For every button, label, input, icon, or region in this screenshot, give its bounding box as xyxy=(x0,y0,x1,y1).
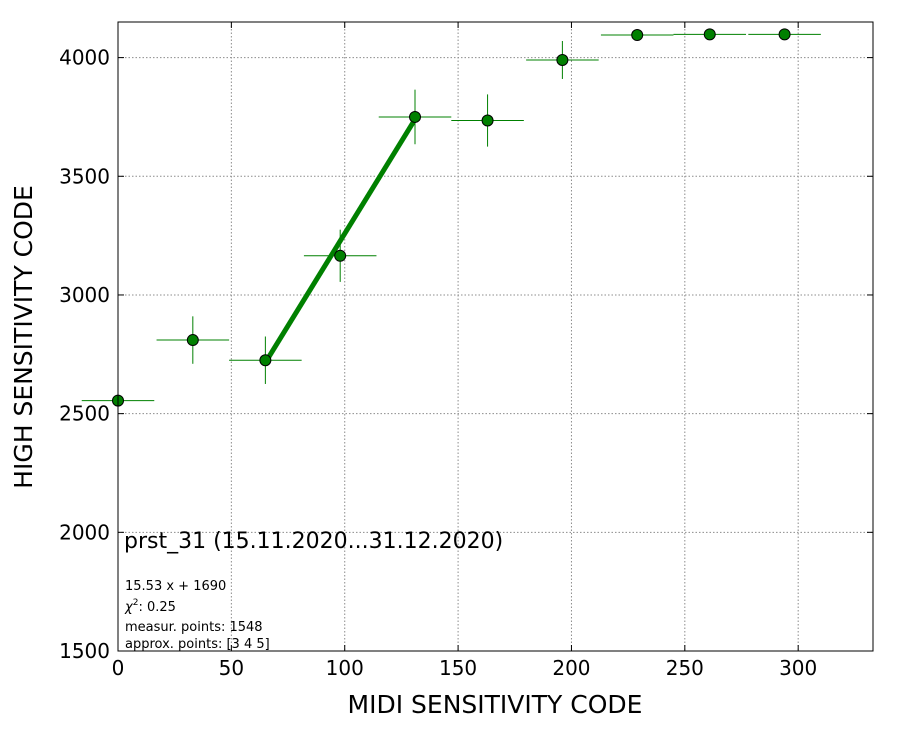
data-point-marker xyxy=(334,249,347,262)
x-tick-label: 200 xyxy=(552,656,590,680)
chi-value: : 0.25 xyxy=(138,600,175,615)
x-tick-label: 0 xyxy=(112,656,125,680)
data-point xyxy=(673,28,747,41)
y-tick-label: 3000 xyxy=(59,283,110,307)
y-tick-label: 2500 xyxy=(59,402,110,426)
data-point xyxy=(451,94,524,147)
axis-ticks: 0 50 100 150 200 250 300 1500 2000 2500 3000 3500 40… xyxy=(59,22,873,680)
data-point xyxy=(303,229,377,282)
data-points-layer xyxy=(81,28,821,407)
data-point xyxy=(229,336,302,384)
x-tick-label: 100 xyxy=(326,656,364,680)
data-point-marker xyxy=(409,110,422,123)
plot-frame xyxy=(117,21,874,652)
x-axis-label: MIDI SENSITIVITY CODE xyxy=(348,690,643,719)
data-point-marker xyxy=(556,53,569,66)
data-point xyxy=(526,40,599,79)
x-tick-label: 150 xyxy=(439,656,477,680)
grid-lines xyxy=(117,22,873,652)
y-tick-label: 4000 xyxy=(59,46,110,70)
data-point xyxy=(748,28,821,41)
data-point-marker xyxy=(186,334,199,347)
data-point-marker xyxy=(481,114,494,127)
y-tick-label: 3500 xyxy=(59,164,110,188)
chart-annotation-title: prst_31 (15.11.2020...31.12.2020) xyxy=(124,529,503,554)
data-point xyxy=(156,316,230,364)
y-axis-label: HIGH SENSITIVITY CODE xyxy=(9,185,38,489)
data-point-marker xyxy=(631,29,644,42)
data-point-marker xyxy=(778,28,791,41)
x-tick-label: 50 xyxy=(219,656,244,680)
chi-symbol: χ xyxy=(124,600,134,615)
x-tick-label: 250 xyxy=(666,656,704,680)
y-tick-label: 1500 xyxy=(59,639,110,663)
data-point xyxy=(600,29,674,42)
data-point-marker xyxy=(703,28,716,41)
chi-square-label: χ2: 0.25 xyxy=(124,598,176,615)
approx-points-label: approx. points: [3 4 5] xyxy=(125,637,270,652)
data-point xyxy=(378,89,452,145)
chi-exponent: 2 xyxy=(133,598,139,608)
data-point-marker xyxy=(259,354,272,367)
measur-points-label: measur. points: 1548 xyxy=(125,620,263,635)
y-tick-label: 2000 xyxy=(59,520,110,544)
fit-formula: 15.53 x + 1690 xyxy=(125,579,226,594)
x-tick-label: 300 xyxy=(779,656,817,680)
